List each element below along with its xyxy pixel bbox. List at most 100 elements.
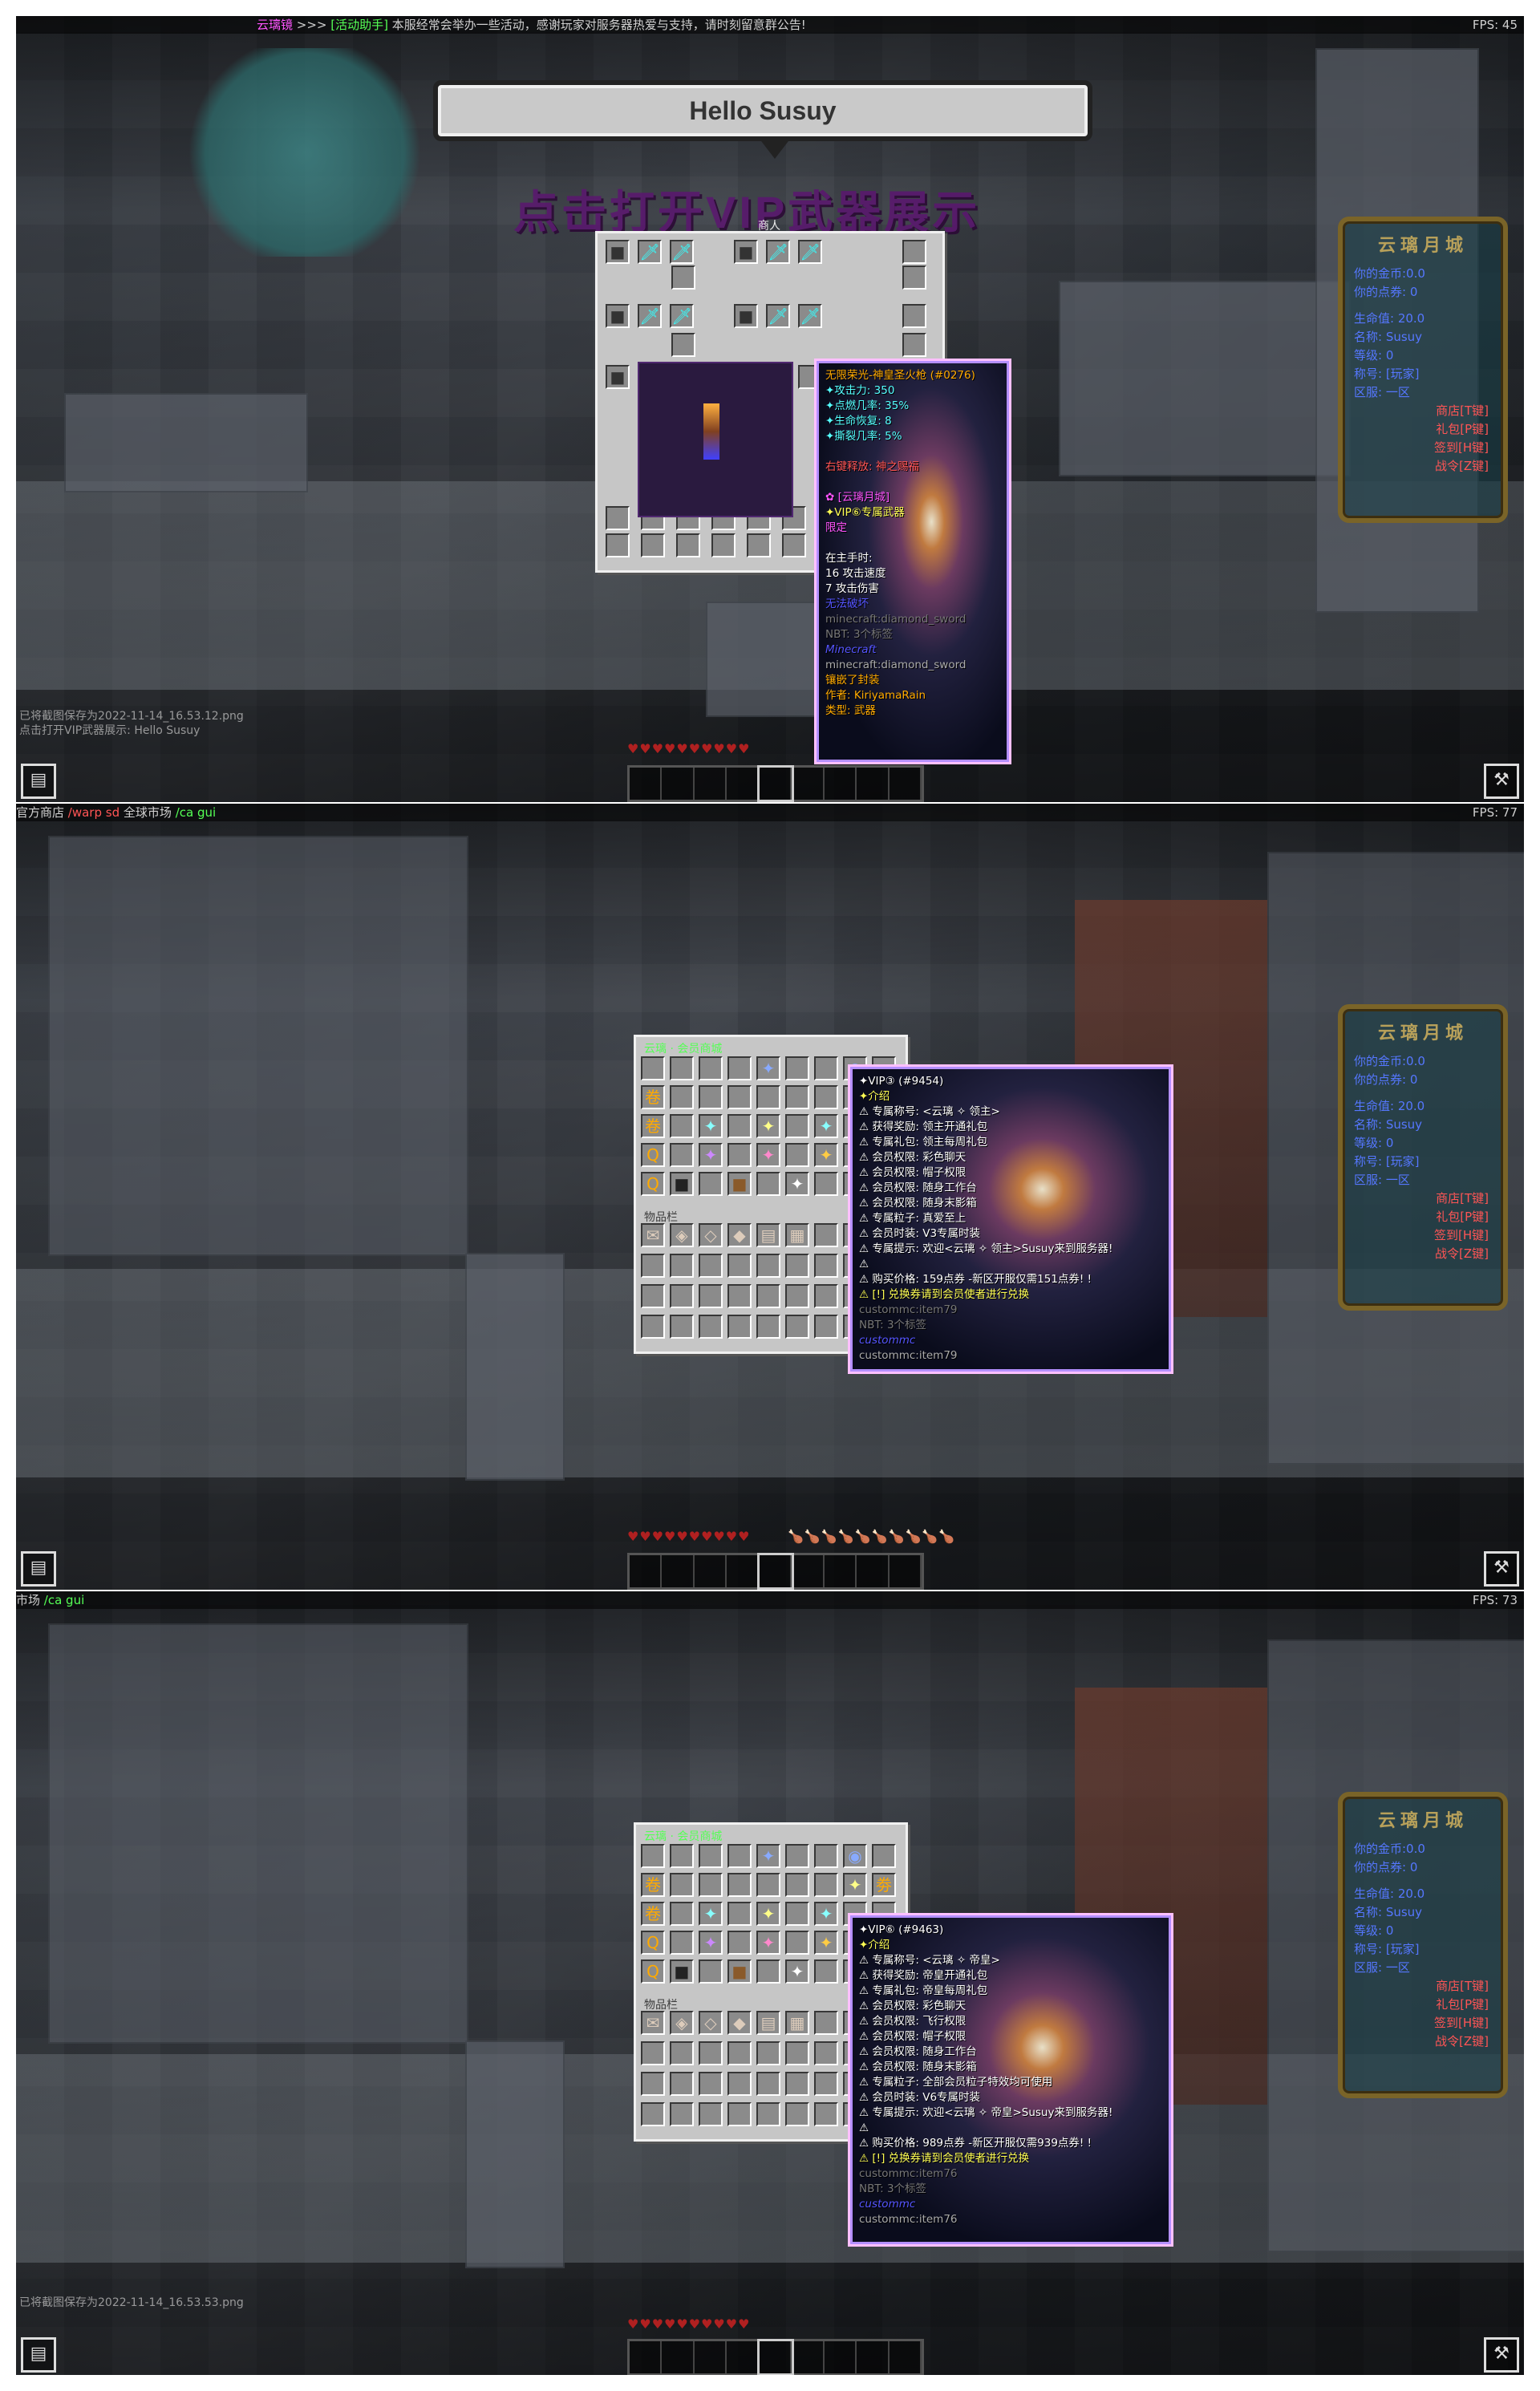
inventory-slot[interactable]	[814, 1315, 838, 1339]
inventory-slot[interactable]	[727, 2072, 752, 2096]
inventory-slot[interactable]: 🗡	[670, 304, 694, 328]
inventory-slot[interactable]	[727, 1085, 752, 1109]
inventory-slot[interactable]	[671, 265, 695, 290]
inventory-book-icon[interactable]: ▤	[21, 2337, 56, 2373]
inventory-slot[interactable]: ■	[734, 304, 758, 328]
inventory-slot[interactable]	[670, 1085, 694, 1109]
inventory-slot[interactable]	[670, 1844, 694, 1868]
inventory-slot[interactable]: ✦	[699, 1931, 723, 1955]
inventory-slot[interactable]	[727, 1902, 752, 1926]
inventory-slot[interactable]	[756, 1172, 780, 1196]
inventory-slot[interactable]	[606, 533, 630, 557]
inventory-slot[interactable]: ✦	[756, 1056, 780, 1080]
inventory-slot[interactable]	[699, 1284, 723, 1308]
inventory-slot[interactable]	[606, 506, 630, 530]
inventory-slot[interactable]	[756, 2041, 780, 2065]
inventory-slot[interactable]	[785, 1143, 809, 1167]
inventory-slot[interactable]: ■	[606, 365, 630, 389]
inventory-slot[interactable]	[785, 1844, 809, 1868]
inventory-slot[interactable]	[699, 1254, 723, 1278]
inventory-slot[interactable]	[785, 1931, 809, 1955]
inventory-slot[interactable]: ✦	[785, 1172, 809, 1196]
inventory-slot[interactable]	[756, 1254, 780, 1278]
inventory-slot[interactable]	[699, 2072, 723, 2096]
hotbar[interactable]	[627, 2339, 924, 2375]
inventory-slot[interactable]: ■	[670, 1959, 694, 1984]
inventory-slot[interactable]	[785, 1315, 809, 1339]
inventory-slot[interactable]: ✦	[756, 1143, 780, 1167]
inventory-slot[interactable]	[782, 533, 806, 557]
inventory-slot[interactable]	[814, 1254, 838, 1278]
inventory-slot[interactable]	[641, 2041, 665, 2065]
inventory-slot[interactable]	[814, 1056, 838, 1080]
inventory-slot[interactable]	[670, 1873, 694, 1897]
inventory-slot[interactable]: ✦	[814, 1114, 838, 1138]
inventory-slot[interactable]	[641, 1284, 665, 1308]
inventory-slot[interactable]: ◇	[699, 2011, 723, 2035]
inventory-slot[interactable]: ▤	[756, 2011, 780, 2035]
inventory-slot[interactable]: 🗡	[766, 304, 790, 328]
inventory-slot[interactable]	[670, 2102, 694, 2126]
inventory-slot[interactable]: 🗡	[798, 304, 822, 328]
inventory-slot[interactable]: ✦	[814, 1143, 838, 1167]
inventory-slot[interactable]	[747, 533, 771, 557]
inventory-slot[interactable]: 🗡	[766, 240, 790, 264]
inventory-slot[interactable]	[814, 1284, 838, 1308]
inventory-slot[interactable]	[785, 2102, 809, 2126]
inventory-slot[interactable]	[902, 265, 926, 290]
inventory-slot[interactable]: ✦	[756, 1902, 780, 1926]
inventory-slot[interactable]: 卷	[641, 1902, 665, 1926]
inventory-slot[interactable]	[785, 1902, 809, 1926]
inventory-slot[interactable]	[756, 2102, 780, 2126]
inventory-slot[interactable]	[814, 1172, 838, 1196]
inventory-slot[interactable]	[756, 1085, 780, 1109]
inventory-slot[interactable]	[699, 1172, 723, 1196]
inventory-slot[interactable]: ✦	[756, 1931, 780, 1955]
inventory-slot[interactable]	[814, 1844, 838, 1868]
inventory-slot[interactable]	[727, 1114, 752, 1138]
inventory-slot[interactable]: 卷	[641, 1873, 665, 1897]
inventory-slot[interactable]	[670, 2041, 694, 2065]
inventory-slot[interactable]	[814, 1085, 838, 1109]
inventory-slot[interactable]	[670, 1315, 694, 1339]
inventory-slot[interactable]: 🗡	[638, 240, 662, 264]
inventory-slot[interactable]	[727, 1143, 752, 1167]
inventory-slot[interactable]: 🗡	[638, 304, 662, 328]
inventory-slot[interactable]	[641, 2102, 665, 2126]
inventory-slot[interactable]: ■	[606, 304, 630, 328]
inventory-slot[interactable]: ✦	[756, 1114, 780, 1138]
inventory-slot[interactable]	[670, 1902, 694, 1926]
inventory-slot[interactable]: Q	[641, 1959, 665, 1984]
inventory-slot[interactable]: ◆	[727, 2011, 752, 2035]
wrench-icon[interactable]: ⚒	[1484, 1551, 1519, 1587]
inventory-slot[interactable]	[785, 2072, 809, 2096]
inventory-slot[interactable]	[756, 1959, 780, 1984]
inventory-slot[interactable]	[727, 1056, 752, 1080]
inventory-slot[interactable]	[641, 1844, 665, 1868]
inventory-slot[interactable]: ✦	[814, 1931, 838, 1955]
inventory-slot[interactable]	[670, 1254, 694, 1278]
inventory-slot[interactable]	[671, 333, 695, 357]
inventory-slot[interactable]: ■	[727, 1172, 752, 1196]
inventory-slot[interactable]	[785, 1114, 809, 1138]
inventory-slot[interactable]: ■	[606, 240, 630, 264]
inventory-slot[interactable]: ■	[734, 240, 758, 264]
inventory-slot[interactable]	[670, 1114, 694, 1138]
inventory-slot[interactable]	[641, 2072, 665, 2096]
hotbar[interactable]	[627, 765, 924, 802]
inventory-slot[interactable]: 劵	[872, 1873, 896, 1897]
inventory-slot[interactable]	[814, 2102, 838, 2126]
inventory-slot[interactable]	[727, 2041, 752, 2065]
inventory-slot[interactable]: 🗡	[670, 240, 694, 264]
inventory-slot[interactable]: ■	[727, 1959, 752, 1984]
inventory-slot[interactable]: ◉	[843, 1844, 867, 1868]
inventory-slot[interactable]: Q	[641, 1931, 665, 1955]
inventory-slot[interactable]: ■	[670, 1172, 694, 1196]
inventory-slot[interactable]: ▦	[785, 1223, 809, 1247]
inventory-slot[interactable]	[699, 1315, 723, 1339]
inventory-slot[interactable]	[902, 304, 926, 328]
inventory-slot[interactable]	[641, 533, 665, 557]
inventory-slot[interactable]	[676, 533, 700, 557]
inventory-slot[interactable]	[670, 2072, 694, 2096]
inventory-slot[interactable]	[785, 1056, 809, 1080]
